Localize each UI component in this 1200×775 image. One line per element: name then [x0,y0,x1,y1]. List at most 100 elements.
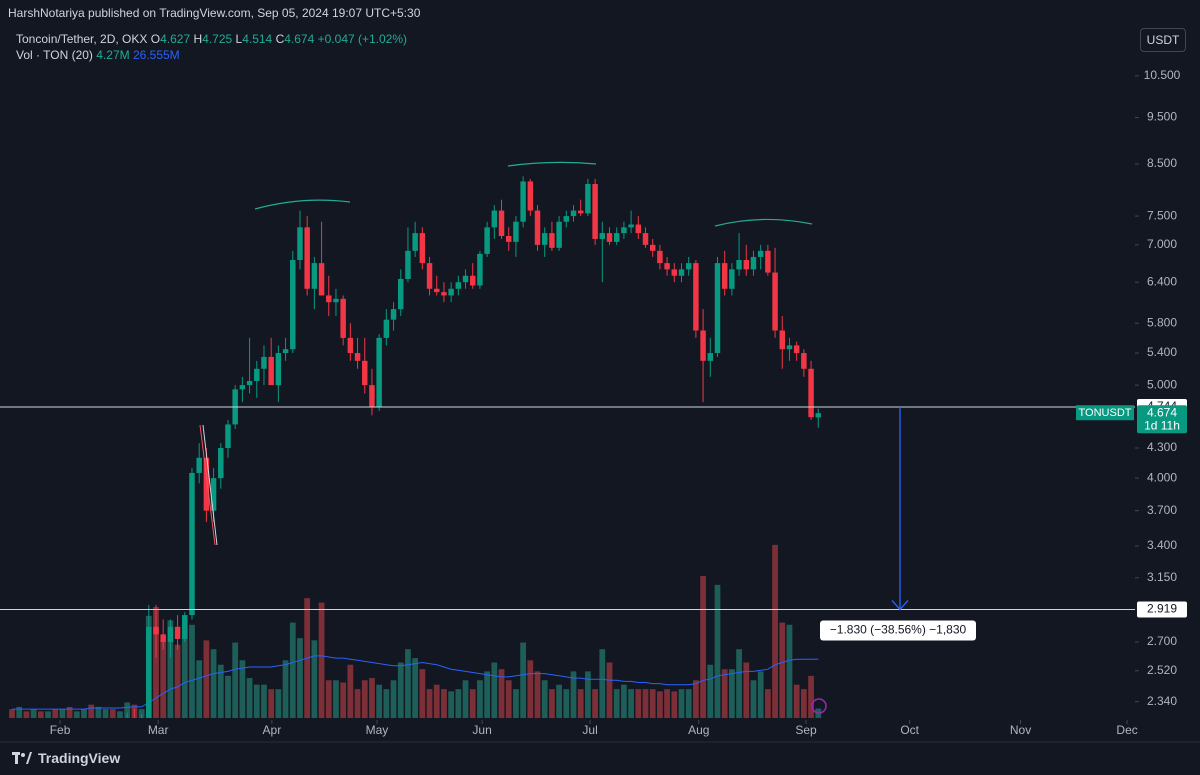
volume-bar [577,689,584,718]
candle-body [520,181,526,222]
candle-body [498,210,505,237]
candle-body [434,288,440,293]
volume-bar [397,662,404,718]
volume-bar [635,689,642,718]
y-tick-label: 3.150 [1147,570,1177,584]
candle-body [167,626,174,642]
x-tick-label: Apr [263,723,282,737]
volume-bar [592,689,598,718]
candle-body [772,272,778,331]
x-tick-label: Dec [1116,723,1137,737]
candle-body [714,263,721,354]
last-price-label: 4.674 [1147,405,1177,419]
volume-bar [678,689,685,718]
candle-body [779,330,786,350]
candle-body [577,210,584,214]
candle-body [484,227,490,254]
candle-body [729,269,735,289]
volume-bar [383,689,390,718]
currency-button[interactable]: USDT [1140,28,1186,52]
volume-bar [174,644,181,718]
y-tick-label: 4.300 [1147,440,1177,454]
price-line-tag [1137,601,1187,618]
volume-bar [549,689,555,718]
candle-body [304,227,310,289]
volume-bar [455,689,462,718]
y-tick-label: 2.700 [1147,634,1177,648]
candle-body [189,472,195,616]
symbol-title: Toncoin/Tether, 2D, OKX [16,32,148,46]
volume-bar [498,669,505,718]
volume-bar [210,649,217,718]
y-tick-label: 5.800 [1147,315,1177,329]
x-tick-label: Sep [795,723,817,737]
volume-bar [793,684,800,718]
volume-bar [390,680,397,718]
candle-body [657,250,663,264]
volume-bar [253,684,260,718]
volume-bar [642,689,649,718]
event-icon [811,698,827,714]
candle-body [505,236,512,242]
volume-bar [714,584,721,718]
brand: TradingView [12,750,120,766]
volume-bar [88,704,95,718]
candle-body [736,260,742,270]
volume-bar [729,669,735,718]
volume-bar [167,620,174,718]
volume-bar [462,680,469,718]
volume-bar [325,680,332,718]
volume-bar [621,684,627,718]
volume-bar [232,642,239,718]
candle-body [491,210,498,228]
ohlc-key: L [235,32,243,46]
x-tick-label: Aug [688,723,709,737]
candle-body [541,233,548,245]
candle-body [297,227,303,261]
candle-body [455,282,462,289]
symbol-tag-label: TONUSDT [1079,407,1132,419]
volume-bar [16,706,23,718]
candle-body [621,227,627,234]
candle-body [721,263,728,289]
candle-body [362,360,368,386]
x-tick-label: Feb [50,723,71,737]
candle-body [815,413,821,418]
volume-legend: Vol · TON (20) 4.27M 26.555M [16,48,180,62]
candle-body [369,385,375,407]
candle-body [210,478,217,511]
x-tick-label: Jun [472,723,491,737]
volume-bar [534,671,541,718]
volume-bar [73,711,80,718]
volume-bar [736,649,742,718]
ohlc-item: C4.674 [276,32,315,46]
candle-body [513,221,519,242]
volume-bar [261,684,267,718]
ohlc-legend: O4.627 H4.725 L4.514 C4.674 [151,32,318,46]
countdown-label: 1d 11h [1144,418,1180,432]
volume-bar [117,711,123,718]
candle-body [599,233,606,239]
candle-body [462,275,469,283]
measure-arrowhead [891,600,909,611]
volume-bar [779,622,786,718]
candle-body [786,345,793,350]
symbol-legend: Toncoin/Tether, 2D, OKX O4.627 H4.725 L4… [16,32,407,46]
candle-body [700,330,706,361]
candle-body [426,263,433,289]
candle-body [585,184,591,214]
brand-name: TradingView [38,750,121,766]
volume-bar [469,689,476,718]
y-tick-label: 3.700 [1147,503,1177,517]
volume-bar [433,684,440,718]
candle-body [563,216,570,222]
ohlc-key: C [275,32,285,46]
candle-body [398,278,404,310]
candle-body [311,263,318,289]
candle-body [628,224,634,228]
candle-body [534,210,541,245]
volume-bar [282,660,289,718]
ohlc-key: O [150,32,161,46]
volume-bar [369,678,375,718]
